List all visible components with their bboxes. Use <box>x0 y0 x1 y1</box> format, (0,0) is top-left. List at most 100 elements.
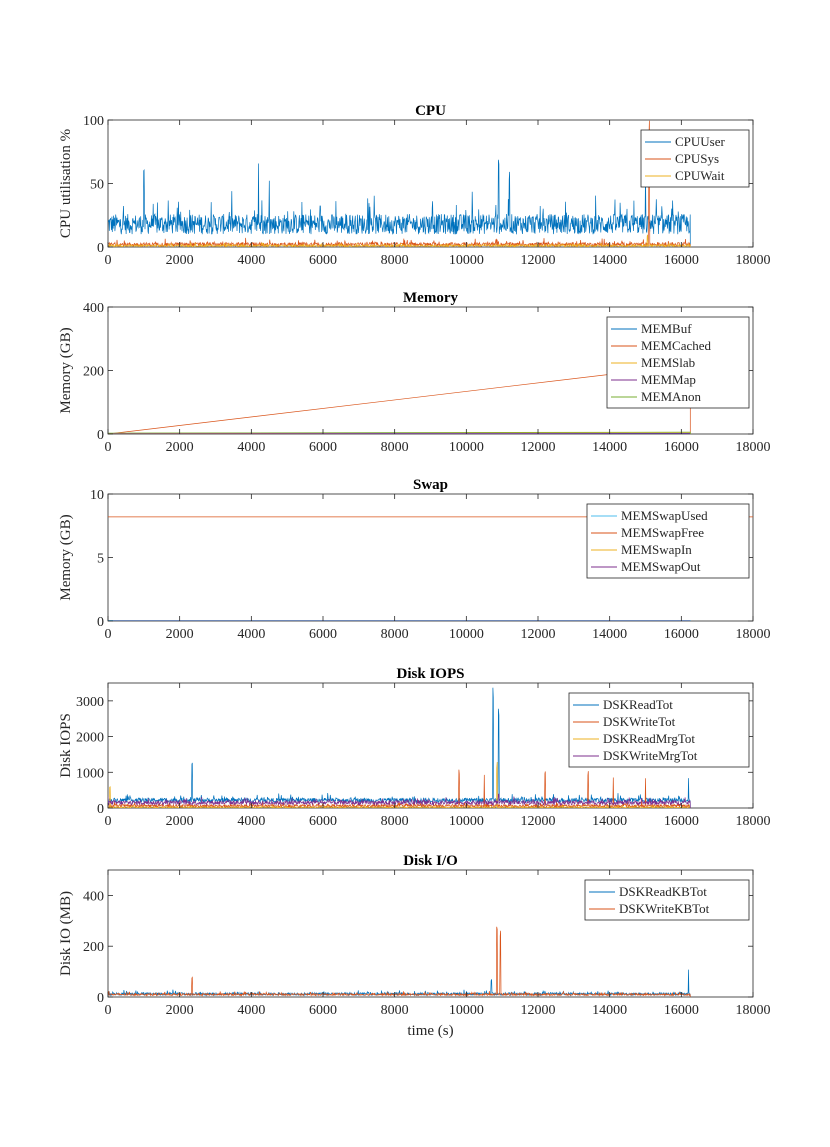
y-tick-label: 1000 <box>76 766 104 781</box>
legend-label: DSKWriteMrgTot <box>603 748 698 763</box>
legend-label: MEMSwapFree <box>621 525 704 540</box>
x-tick-label: 12000 <box>521 627 556 642</box>
x-tick-label: 14000 <box>592 253 627 268</box>
x-tick-label: 2000 <box>166 253 194 268</box>
legend-label: MEMAnon <box>641 389 701 404</box>
legend: MEMSwapUsed MEMSwapFree MEMSwapIn MEMSwapOu… <box>586 503 750 579</box>
panel-3: 0 2000 4000 6000 8000 10000 12000 14000 16000 180… <box>58 666 771 829</box>
x-tick-label: 8000 <box>381 440 409 455</box>
legend-label: CPUWait <box>675 168 725 183</box>
x-tick-label: 0 <box>105 1003 112 1018</box>
legend-label: DSKWriteTot <box>603 714 676 729</box>
x-tick-label: 18000 <box>736 1003 771 1018</box>
x-tick-label: 18000 <box>736 814 771 829</box>
y-tick-label: 2000 <box>76 731 104 746</box>
x-tick-label: 10000 <box>449 627 484 642</box>
x-tick-label: 10000 <box>449 253 484 268</box>
legend-label: MEMSlab <box>641 355 695 370</box>
y-tick-label: 200 <box>83 365 104 380</box>
legend-label: MEMSwapIn <box>621 542 692 557</box>
x-tick-label: 8000 <box>381 627 409 642</box>
x-tick-label: 14000 <box>592 440 627 455</box>
legend: CPUUser CPUSys CPUWait <box>640 129 750 188</box>
x-tick-label: 0 <box>105 440 112 455</box>
x-tick-label: 14000 <box>592 814 627 829</box>
x-tick-label: 6000 <box>309 253 337 268</box>
y-tick-label: 10 <box>90 488 104 503</box>
x-tick-label: 0 <box>105 814 112 829</box>
x-tick-label: 16000 <box>664 1003 699 1018</box>
legend-label: MEMBuf <box>641 321 692 336</box>
x-tick-label: 18000 <box>736 440 771 455</box>
x-tick-label: 12000 <box>521 1003 556 1018</box>
panel-4: 0 2000 4000 6000 8000 10000 12000 14000 16000 180… <box>58 853 771 1039</box>
legend: MEMBuf MEMCached MEMSlab MEMMap MEMAnon <box>606 316 750 409</box>
series-line-CPUUser <box>108 159 691 247</box>
legend: DSKReadKBTot DSKWriteKBTot <box>584 879 750 921</box>
x-tick-label: 4000 <box>237 814 265 829</box>
panel-1: 0 2000 4000 6000 8000 10000 12000 14000 16000 180… <box>58 290 771 455</box>
series-line-CPUWait <box>108 234 691 247</box>
legend-label: MEMMap <box>641 372 696 387</box>
x-tick-label: 14000 <box>592 627 627 642</box>
x-tick-label: 4000 <box>237 627 265 642</box>
series-line-DSKWriteKBTot <box>108 926 691 997</box>
x-tick-label: 2000 <box>166 1003 194 1018</box>
y-tick-label: 0 <box>97 991 104 1006</box>
series-line-MEMAnon <box>108 431 691 434</box>
chart-title: Disk I/O <box>403 853 458 869</box>
x-tick-label: 12000 <box>521 440 556 455</box>
x-tick-label: 18000 <box>736 627 771 642</box>
y-tick-label: 200 <box>83 940 104 955</box>
legend-label: CPUSys <box>675 151 719 166</box>
x-tick-label: 8000 <box>381 1003 409 1018</box>
x-tick-label: 12000 <box>521 253 556 268</box>
y-axis-label: Disk IO (MB) <box>58 891 74 976</box>
panel-2: 0 2000 4000 6000 8000 10000 12000 14000 16000 180… <box>58 477 771 642</box>
y-axis-label: Memory (GB) <box>58 514 74 600</box>
x-tick-label: 16000 <box>664 814 699 829</box>
y-axis-label: CPU utilisation % <box>58 129 74 238</box>
x-tick-label: 12000 <box>521 814 556 829</box>
x-tick-label: 6000 <box>309 1003 337 1018</box>
legend-label: DSKWriteKBTot <box>619 901 710 916</box>
chart-title: Swap <box>413 477 448 493</box>
chart-title: Memory <box>403 290 458 306</box>
x-tick-label: 14000 <box>592 1003 627 1018</box>
x-tick-label: 6000 <box>309 627 337 642</box>
x-tick-label: 16000 <box>664 627 699 642</box>
x-tick-label: 6000 <box>309 814 337 829</box>
legend-label: MEMCached <box>641 338 712 353</box>
x-tick-label: 16000 <box>664 440 699 455</box>
y-tick-label: 400 <box>83 301 104 316</box>
x-tick-label: 2000 <box>166 440 194 455</box>
y-tick-label: 5 <box>97 552 104 567</box>
legend-label: DSKReadKBTot <box>619 884 707 899</box>
y-tick-label: 0 <box>97 428 104 443</box>
legend-label: MEMSwapUsed <box>621 508 708 523</box>
legend: DSKReadTot DSKWriteTot DSKReadMrgTot DSKWri… <box>568 692 750 768</box>
series-line-MEMSwapUsed <box>108 620 691 621</box>
x-tick-label: 6000 <box>309 440 337 455</box>
legend-label: CPUUser <box>675 134 726 149</box>
x-tick-label: 10000 <box>449 814 484 829</box>
x-tick-label: 2000 <box>166 627 194 642</box>
series-line-DSKWriteTot <box>108 769 691 808</box>
y-axis-label: Disk IOPS <box>58 713 74 778</box>
chart-title: Disk IOPS <box>397 666 465 682</box>
x-tick-label: 18000 <box>736 253 771 268</box>
legend-label: DSKReadTot <box>603 697 673 712</box>
x-tick-label: 10000 <box>449 1003 484 1018</box>
x-axis-label: time (s) <box>407 1023 453 1039</box>
x-tick-label: 0 <box>105 627 112 642</box>
legend-box <box>584 879 750 921</box>
x-tick-label: 8000 <box>381 253 409 268</box>
panel-0: 0 2000 4000 6000 8000 10000 12000 14000 16000 180… <box>58 103 771 268</box>
y-tick-label: 100 <box>83 114 104 129</box>
y-axis-label: Memory (GB) <box>58 327 74 413</box>
y-tick-label: 3000 <box>76 695 104 710</box>
chart-title: CPU <box>415 103 446 119</box>
legend-label: DSKReadMrgTot <box>603 731 695 746</box>
x-tick-label: 4000 <box>237 1003 265 1018</box>
